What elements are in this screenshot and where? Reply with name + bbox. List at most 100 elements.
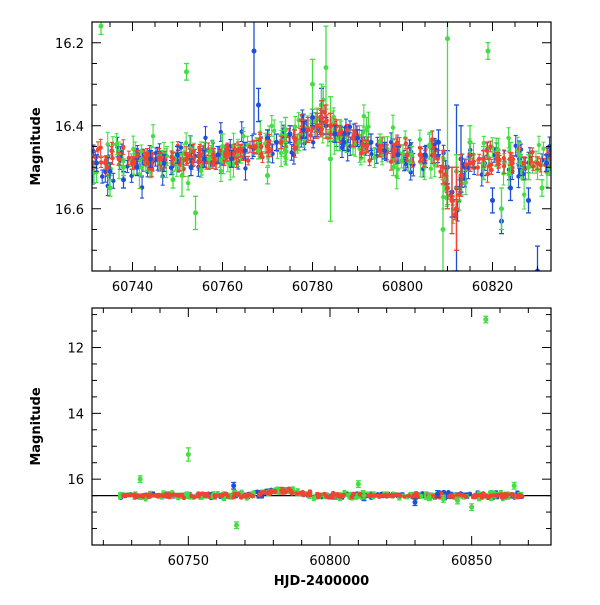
- baseline-point: [418, 137, 422, 141]
- baseline-point: [300, 113, 304, 117]
- data-point: [364, 127, 369, 132]
- baseline-point: [189, 494, 193, 498]
- data-point: [526, 165, 531, 170]
- data-point: [427, 144, 432, 149]
- baseline-point: [367, 158, 371, 162]
- data-point: [355, 136, 360, 141]
- data-point: [391, 148, 396, 153]
- data-point: [324, 65, 329, 70]
- baseline-point: [407, 494, 411, 498]
- baseline-point: [476, 165, 480, 169]
- baseline-point: [537, 143, 541, 147]
- baseline-point: [502, 164, 506, 168]
- data-point: [121, 165, 126, 170]
- baseline-point: [438, 169, 442, 173]
- data-point: [193, 210, 198, 215]
- data-point: [351, 136, 356, 141]
- baseline-point: [373, 493, 377, 497]
- data-point: [184, 156, 189, 161]
- x-tick-label: 60820: [472, 280, 513, 295]
- data-point: [279, 140, 284, 145]
- data-point: [265, 144, 270, 149]
- data-point: [315, 123, 320, 128]
- baseline-point: [487, 163, 491, 167]
- baseline-point: [161, 174, 165, 178]
- data-point: [225, 152, 230, 157]
- data-point: [382, 148, 387, 153]
- data-point: [526, 198, 531, 203]
- data-point: [445, 36, 450, 41]
- baseline-point: [430, 137, 434, 141]
- data-point: [292, 136, 297, 141]
- data-point: [99, 24, 104, 29]
- data-point: [171, 156, 176, 161]
- baseline-point: [136, 153, 140, 157]
- data-point: [216, 152, 221, 157]
- data-point: [441, 227, 446, 232]
- baseline-point: [96, 147, 100, 151]
- data-point: [135, 165, 140, 170]
- baseline-point: [330, 495, 334, 499]
- data-point: [481, 156, 486, 161]
- data-point: [189, 165, 194, 170]
- baseline-point: [110, 148, 114, 152]
- data-point: [252, 49, 257, 54]
- baseline-point: [368, 493, 372, 497]
- data-point: [306, 127, 311, 132]
- data-point: [301, 127, 306, 132]
- data-point: [139, 165, 144, 170]
- baseline-point: [436, 156, 440, 160]
- baseline-point: [293, 125, 297, 129]
- data-point: [517, 152, 522, 157]
- x-tick-label: 60740: [112, 280, 153, 295]
- baseline-point: [203, 136, 207, 140]
- baseline-point: [489, 168, 493, 172]
- data-point: [256, 148, 261, 153]
- baseline-point: [279, 151, 283, 155]
- data-point: [409, 152, 414, 157]
- data-point: [468, 161, 473, 166]
- y-tick-label: 16.4: [55, 120, 84, 135]
- data-point: [490, 198, 495, 203]
- baseline-point: [99, 160, 103, 164]
- baseline-point: [505, 492, 509, 496]
- data-point: [454, 206, 459, 211]
- baseline-point: [258, 138, 262, 142]
- baseline-point: [295, 492, 299, 496]
- baseline-point: [477, 157, 481, 161]
- baseline-point: [391, 125, 395, 129]
- data-point: [180, 173, 185, 178]
- data-point: [324, 119, 329, 124]
- data-point: [342, 140, 347, 145]
- baseline-point: [100, 174, 104, 178]
- baseline-point: [186, 181, 190, 185]
- data-point: [130, 161, 135, 166]
- baseline-point: [394, 174, 398, 178]
- x-tick-label: 60800: [382, 280, 423, 295]
- data-point: [450, 198, 455, 203]
- data-point: [148, 156, 153, 161]
- data-point: [202, 156, 207, 161]
- baseline-point: [488, 144, 492, 148]
- data-point: [157, 156, 162, 161]
- series-blue: [94, 0, 549, 296]
- data-point: [229, 156, 234, 161]
- baseline-point: [283, 155, 287, 159]
- data-point: [108, 169, 113, 174]
- data-point: [162, 161, 167, 166]
- data-point: [207, 156, 212, 161]
- data-point: [333, 132, 338, 137]
- data-point: [364, 144, 369, 149]
- data-point: [544, 161, 549, 166]
- data-point: [144, 156, 149, 161]
- baseline-point: [404, 141, 408, 145]
- baseline-point: [218, 493, 222, 497]
- baseline-point: [140, 185, 144, 189]
- data-point: [274, 140, 279, 145]
- data-point: [508, 186, 513, 191]
- data-point: [432, 152, 437, 157]
- baseline-point: [219, 169, 223, 173]
